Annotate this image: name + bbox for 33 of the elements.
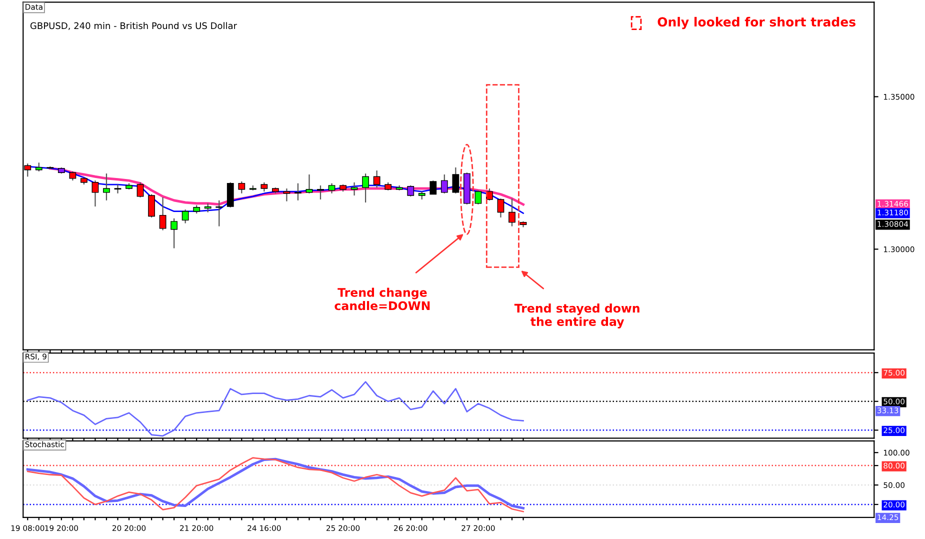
candlestick	[260, 182, 268, 192]
candlestick	[238, 180, 246, 194]
candlestick	[92, 180, 99, 208]
candlestick	[317, 184, 324, 200]
candlestick	[350, 182, 358, 196]
candlestick	[159, 196, 166, 231]
text: GBPUSD, 240 min - British Pound vs US Dollar	[30, 22, 238, 30]
candlestick	[373, 170, 380, 188]
candlestick	[328, 182, 336, 194]
candlestick	[283, 188, 290, 202]
candlestick	[430, 180, 437, 195]
candlestick	[136, 182, 144, 198]
candlestick	[148, 194, 155, 218]
candlestick	[306, 174, 313, 194]
candlestick	[486, 188, 493, 201]
text: Only looked for short trades	[658, 16, 856, 30]
annotation: Trend stayed down the entire day	[514, 304, 640, 328]
annotation: Trend change candle=DOWN	[334, 288, 430, 310]
candlestick	[182, 208, 189, 224]
candlestick	[170, 218, 178, 249]
candlestick	[497, 198, 504, 218]
candlestick	[474, 190, 482, 205]
candlestick	[294, 182, 302, 201]
candlestick	[362, 172, 369, 204]
candlestick	[226, 182, 234, 208]
line-series	[26, 381, 524, 437]
candlestick	[440, 174, 448, 194]
candlestick	[407, 184, 414, 197]
candlestick	[114, 184, 122, 194]
candlestick	[103, 172, 110, 201]
candlestick	[508, 198, 516, 227]
candlestick	[452, 166, 460, 194]
candlestick	[69, 170, 76, 182]
